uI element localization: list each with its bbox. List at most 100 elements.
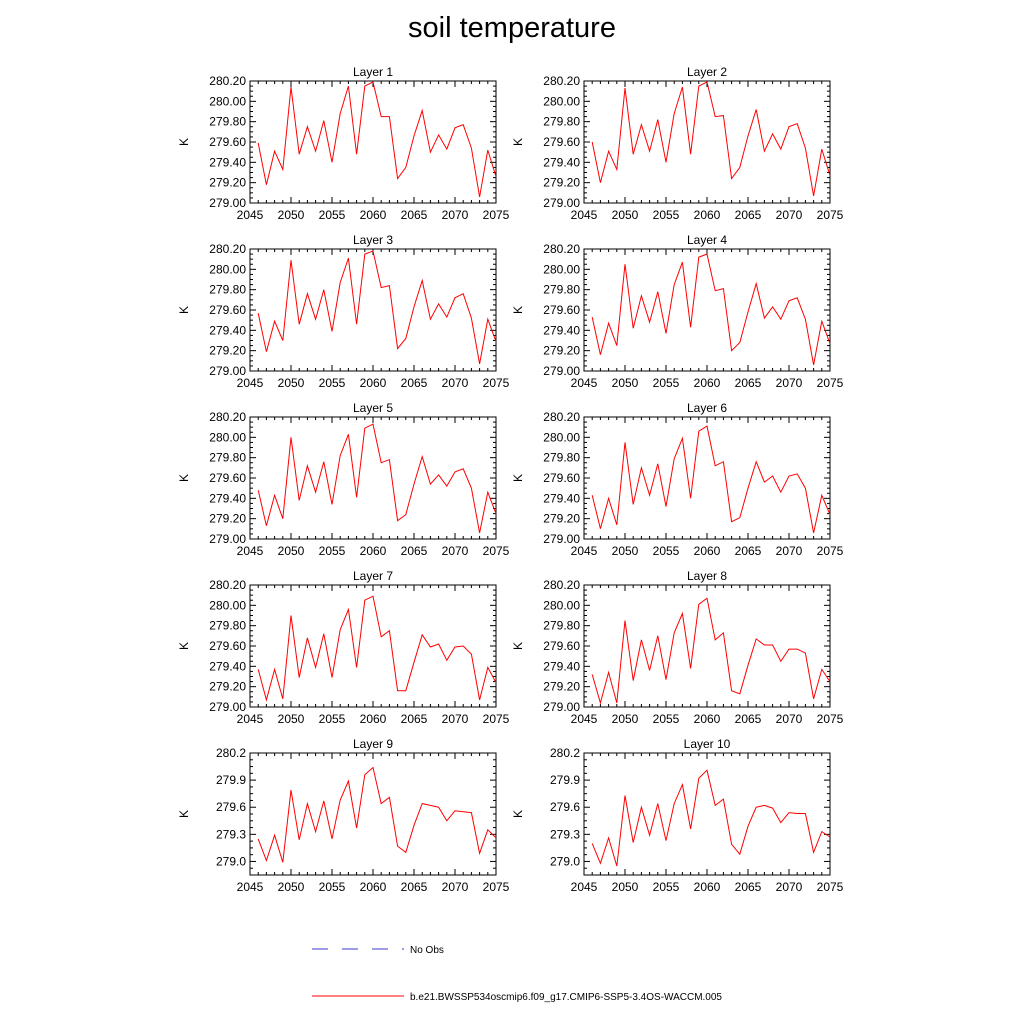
y-tick-label: 279.20 xyxy=(209,680,246,694)
x-tick-label: 2060 xyxy=(360,208,387,222)
x-tick-label: 2070 xyxy=(776,880,803,894)
x-tick-label: 2050 xyxy=(612,712,639,726)
x-tick-label: 2070 xyxy=(776,712,803,726)
x-tick-label: 2055 xyxy=(319,880,346,894)
panel-title: Layer 6 xyxy=(687,401,727,415)
panel-layer-2: Layer 2 K 2045 2050 2055 2060 2065 2070 2075 279.… xyxy=(511,65,844,222)
y-tick-label: 280.00 xyxy=(543,94,580,108)
x-tick-label: 2065 xyxy=(735,376,762,390)
x-tick-label: 2055 xyxy=(319,712,346,726)
y-tick-label: 279.60 xyxy=(209,135,246,149)
y-tick-label: 279.20 xyxy=(543,512,580,526)
y-axis-label: K xyxy=(177,306,191,314)
x-tick-label: 2075 xyxy=(817,880,844,894)
y-axis-label: K xyxy=(511,138,525,146)
x-tick-label: 2075 xyxy=(817,544,844,558)
x-tick-label: 2045 xyxy=(571,376,598,390)
y-tick-label: 279.9 xyxy=(216,773,246,787)
y-tick-label: 280.2 xyxy=(216,746,246,760)
x-tick-label: 2045 xyxy=(237,712,264,726)
y-tick-label: 279.6 xyxy=(550,800,580,814)
x-tick-label: 2060 xyxy=(694,544,721,558)
x-tick-label: 2045 xyxy=(571,544,598,558)
panel-title: Layer 1 xyxy=(353,65,393,79)
y-tick-label: 279.60 xyxy=(209,471,246,485)
series-line xyxy=(257,423,497,533)
panel-layer-1: Layer 1 K 2045 2050 2055 2060 2065 2070 2075 279.… xyxy=(177,65,510,222)
y-tick-label: 279.40 xyxy=(209,659,246,673)
x-tick-label: 2045 xyxy=(237,208,264,222)
x-tick-label: 2055 xyxy=(319,544,346,558)
panel-layer-7: Layer 7 K 2045 2050 2055 2060 2065 2070 2075 279.… xyxy=(177,569,510,726)
y-tick-label: 279.80 xyxy=(209,115,246,129)
series-line xyxy=(591,769,831,867)
x-tick-label: 2070 xyxy=(442,544,469,558)
y-tick-label: 280.20 xyxy=(543,242,580,256)
x-tick-label: 2075 xyxy=(483,544,510,558)
y-tick-label: 279.80 xyxy=(543,115,580,129)
x-tick-label: 2070 xyxy=(776,544,803,558)
y-tick-label: 279.00 xyxy=(543,700,580,714)
y-tick-label: 279.20 xyxy=(209,344,246,358)
y-tick-label: 280.20 xyxy=(209,410,246,424)
series-line xyxy=(257,250,497,364)
y-tick-label: 279.40 xyxy=(543,323,580,337)
y-tick-label: 279.60 xyxy=(209,303,246,317)
y-axis-label: K xyxy=(177,642,191,650)
series-line xyxy=(257,595,497,702)
y-tick-label: 279.40 xyxy=(209,155,246,169)
plot-frame xyxy=(249,248,497,372)
y-tick-label: 279.9 xyxy=(550,773,580,787)
y-tick-label: 279.80 xyxy=(209,619,246,633)
series-line xyxy=(591,597,831,705)
x-tick-label: 2060 xyxy=(694,376,721,390)
x-tick-label: 2075 xyxy=(483,712,510,726)
y-tick-label: 279.60 xyxy=(543,135,580,149)
x-tick-label: 2060 xyxy=(360,544,387,558)
series-line xyxy=(591,253,831,365)
x-tick-label: 2055 xyxy=(653,208,680,222)
y-tick-label: 280.20 xyxy=(543,74,580,88)
x-tick-label: 2075 xyxy=(817,208,844,222)
y-tick-label: 279.0 xyxy=(550,854,580,868)
y-tick-label: 279.40 xyxy=(543,491,580,505)
x-tick-label: 2075 xyxy=(483,376,510,390)
x-tick-label: 2060 xyxy=(360,880,387,894)
y-tick-label: 279.3 xyxy=(216,827,246,841)
x-tick-label: 2045 xyxy=(571,880,598,894)
y-tick-label: 279.0 xyxy=(216,854,246,868)
y-tick-label: 279.00 xyxy=(543,364,580,378)
x-tick-label: 2050 xyxy=(278,544,305,558)
x-tick-label: 2060 xyxy=(360,376,387,390)
x-tick-label: 2045 xyxy=(237,544,264,558)
series-line xyxy=(591,425,831,534)
plot-frame xyxy=(583,584,831,708)
y-tick-label: 279.00 xyxy=(209,700,246,714)
y-tick-label: 279.20 xyxy=(543,176,580,190)
panel-layer-8: Layer 8 K 2045 2050 2055 2060 2065 2070 2075 279.… xyxy=(511,569,844,726)
x-tick-label: 2070 xyxy=(442,208,469,222)
y-tick-label: 280.00 xyxy=(209,598,246,612)
x-tick-label: 2050 xyxy=(612,208,639,222)
y-tick-label: 280.00 xyxy=(543,430,580,444)
y-tick-label: 279.00 xyxy=(209,196,246,210)
x-tick-label: 2065 xyxy=(735,544,762,558)
plot-frame xyxy=(583,416,831,540)
y-tick-label: 280.20 xyxy=(543,410,580,424)
y-tick-label: 280.2 xyxy=(550,746,580,760)
x-tick-label: 2070 xyxy=(442,880,469,894)
x-tick-label: 2060 xyxy=(694,208,721,222)
y-tick-label: 279.00 xyxy=(209,364,246,378)
panel-title: Layer 5 xyxy=(353,401,393,415)
plot-frame xyxy=(583,80,831,204)
y-tick-label: 279.40 xyxy=(543,659,580,673)
y-tick-label: 279.6 xyxy=(216,800,246,814)
y-tick-label: 279.40 xyxy=(543,155,580,169)
y-axis-label: K xyxy=(177,138,191,146)
x-tick-label: 2060 xyxy=(694,880,721,894)
y-tick-label: 280.00 xyxy=(209,262,246,276)
x-tick-label: 2075 xyxy=(483,880,510,894)
y-axis-label: K xyxy=(177,474,191,482)
x-tick-label: 2070 xyxy=(776,208,803,222)
